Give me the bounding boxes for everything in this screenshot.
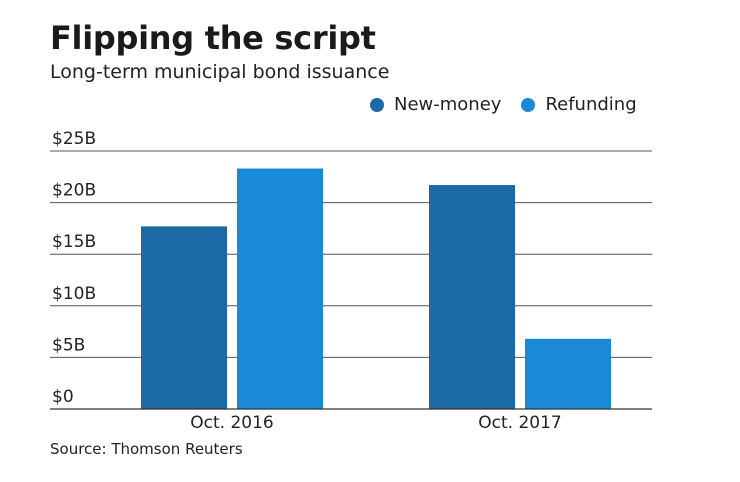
x-tick-label: Oct. 2016	[190, 413, 273, 433]
chart-subtitle: Long-term municipal bond issuance	[50, 61, 390, 83]
y-tick-label: $15B	[52, 232, 96, 252]
legend-item-new-money: New-money	[370, 94, 501, 115]
legend-swatch-refunding	[521, 97, 536, 112]
legend-item-refunding: Refunding	[521, 94, 637, 115]
legend-swatch-new-money	[370, 97, 384, 112]
bar-new-money	[429, 185, 515, 409]
chart-source: Source: Thomson Reuters	[50, 440, 243, 458]
x-tick-label: Oct. 2017	[478, 413, 561, 433]
y-tick-label: $10B	[52, 284, 96, 304]
legend-label-refunding: Refunding	[545, 94, 637, 115]
bar-refunding	[525, 338, 611, 409]
y-tick-label: $20B	[52, 181, 96, 201]
legend-label-new-money: New-money	[394, 94, 502, 115]
chart-title: Flipping the script	[50, 19, 376, 57]
bar-refunding	[237, 168, 323, 409]
y-tick-label: $5B	[52, 335, 85, 355]
y-tick-label: $0	[52, 387, 74, 407]
chart-legend: New-money Refunding	[370, 94, 637, 115]
bar-new-money	[141, 226, 227, 409]
y-tick-label: $25B	[52, 129, 96, 149]
